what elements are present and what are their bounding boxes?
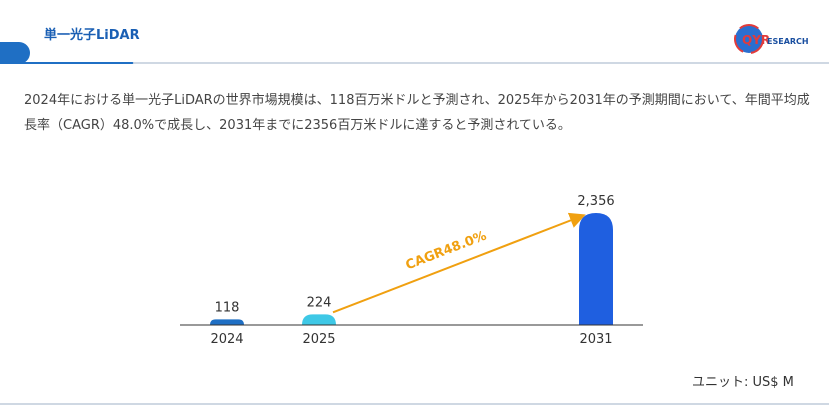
logo-mark: QYR [742,33,770,47]
data-label-2025: 224 [307,295,332,310]
x-tick-2025: 2025 [302,332,335,347]
footer-divider [0,403,829,405]
qyr-logo: QYR ESEARCH [734,24,809,54]
x-tick-2031: 2031 [579,332,612,347]
logo-text: ESEARCH [767,37,809,46]
page-title: 単一光子LiDAR [44,28,140,43]
data-label-2024: 118 [215,300,240,315]
market-size-chart: CAGR48.0% 118 2024 224 2025 2,356 2031 [180,194,643,347]
bar-2031 [579,213,613,325]
bar-2024 [210,319,244,325]
bar-2025 [302,314,336,325]
cagr-annotation: CAGR48.0% [404,229,489,274]
cagr-arrow [332,212,586,314]
market-summary: 2024年における単一光子LiDARの世界市場規模は、118百万米ドルと予測され… [24,93,810,133]
header-accent [0,42,30,64]
unit-label: ユニット: US$ M [692,375,794,390]
header-divider [0,62,829,64]
x-tick-2024: 2024 [210,332,243,347]
data-label-2031: 2,356 [577,194,614,209]
